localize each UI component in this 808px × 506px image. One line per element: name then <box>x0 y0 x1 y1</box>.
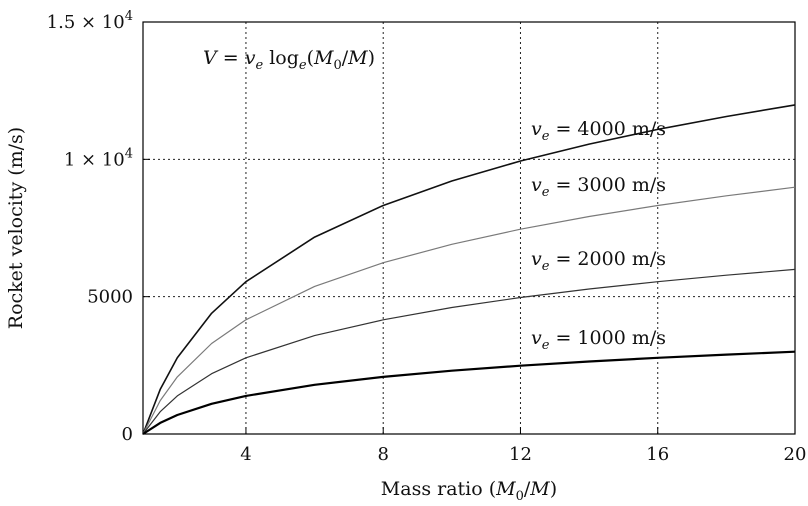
series-line-4 <box>142 350 796 435</box>
plot-frame <box>142 21 796 435</box>
series-label-1: ve = 4000 m/s <box>531 118 666 144</box>
x-tick-label: 8 <box>377 444 388 465</box>
series-label-4: ve = 1000 m/s <box>531 327 666 353</box>
y-axis-label: Rocket velocity (m/s) <box>5 127 27 329</box>
series-label-2: ve = 3000 m/s <box>531 174 666 200</box>
series-lines <box>142 104 796 435</box>
grid-lines <box>143 22 795 434</box>
x-tick-label: 4 <box>240 444 251 465</box>
x-axis-label: Mass ratio (M0/M) <box>381 478 557 504</box>
series-labels: ve = 4000 m/s ve = 3000 m/s ve = 2000 m/s v… <box>531 118 666 353</box>
series-line-1 <box>142 104 796 435</box>
y-tick-label: 5000 <box>87 287 133 308</box>
axis-ticks: 4 8 12 16 20 0 5000 1 × 104 1.5 × 104 <box>47 9 807 465</box>
y-tick-label: 0 <box>122 424 133 445</box>
series-line-3 <box>142 268 796 435</box>
series-line-2 <box>142 186 796 435</box>
x-tick-label: 12 <box>509 444 532 465</box>
y-tick-label: 1.5 × 104 <box>47 9 133 33</box>
formula-annotation: V = ve loge(M0/M) <box>203 47 375 73</box>
series-label-3: ve = 2000 m/s <box>531 248 666 274</box>
x-tick-label: 16 <box>646 444 669 465</box>
x-tick-label: 20 <box>784 444 807 465</box>
y-tick-label: 1 × 104 <box>64 146 133 170</box>
